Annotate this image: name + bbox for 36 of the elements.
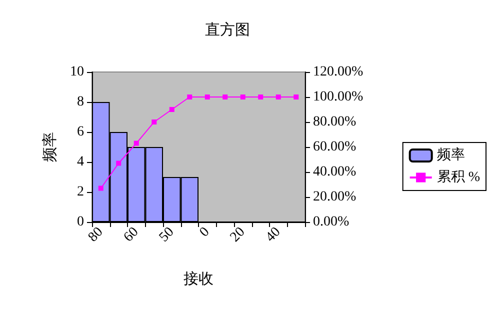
point <box>187 94 192 100</box>
x-axis-title: 接收 <box>184 270 214 288</box>
point <box>294 94 299 100</box>
y2-tick-label: 20.00% <box>313 190 356 204</box>
y-tick-label: 8 <box>77 94 84 110</box>
point <box>276 94 281 100</box>
y-tick-label: 2 <box>77 184 84 200</box>
point <box>152 120 157 124</box>
y-tick-label: 4 <box>77 154 84 170</box>
y2-tick-label: 40.00% <box>313 164 356 180</box>
x-tick-label: 50 <box>156 224 178 246</box>
y-tick-label: 0 <box>77 214 84 230</box>
point <box>98 186 104 191</box>
legend-label: 频率 <box>436 147 465 163</box>
x-tick-label: 40 <box>263 224 284 246</box>
point <box>204 94 210 100</box>
y-axis-title: 频率 <box>42 132 58 162</box>
y2-tick-label: 120.00% <box>313 64 364 80</box>
x-tick-label: 0 <box>197 224 213 240</box>
y-tick-label: 10 <box>70 64 84 80</box>
point <box>258 94 264 100</box>
y-tick-label: 6 <box>77 124 84 140</box>
point <box>116 160 122 166</box>
y2-tick-label: 60.00% <box>313 140 356 154</box>
legend-label: 累积 % <box>436 170 480 185</box>
point <box>240 94 246 100</box>
y2-tick-label: 0.00% <box>313 214 350 230</box>
x-tick-label: 60 <box>121 224 142 246</box>
chart-title: 直方图 <box>205 22 250 38</box>
point <box>134 140 139 146</box>
y2-tick-label: 100.00% <box>313 90 364 104</box>
point <box>169 107 174 112</box>
y2-tick-label: 80.00% <box>313 114 356 130</box>
x-tick-label: 80 <box>86 224 106 246</box>
x-tick-label: 20 <box>228 224 248 246</box>
point <box>222 94 228 100</box>
